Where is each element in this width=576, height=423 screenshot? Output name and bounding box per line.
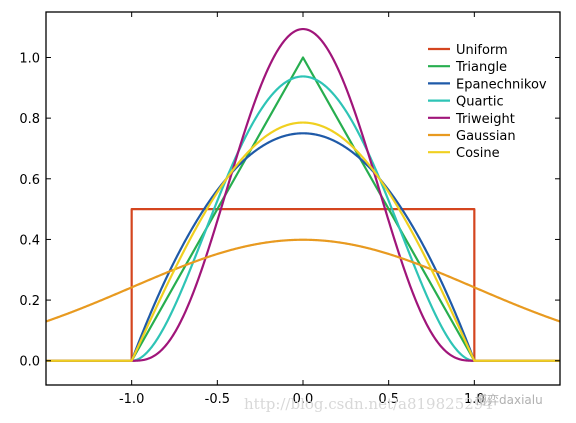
y-tick-label: 0.4 xyxy=(19,233,40,248)
legend-label-triweight: Triweight xyxy=(455,112,515,127)
legend-label-epanechnikov: Epanechnikov xyxy=(456,77,547,92)
watermark: http://blog.csdn.net/a819825294 博弈daxial… xyxy=(244,392,543,413)
ticks-layer: -1.0 -0.5 0.0 0.5 1.0 0.0 0.2 0.4 0.6 0.8 1.0 xyxy=(19,12,560,407)
y-tick-label: 1.0 xyxy=(19,51,40,66)
legend-label-gaussian: Gaussian xyxy=(456,129,516,144)
y-tick-label: 0.0 xyxy=(19,355,40,370)
x-tick-label: 0.5 xyxy=(378,392,399,407)
series-layer xyxy=(46,27,560,362)
watermark-tag: 博弈daxialu xyxy=(475,392,543,407)
watermark-url: http://blog.csdn.net/a819825294 xyxy=(244,395,493,413)
legend-label-cosine: Cosine xyxy=(456,146,500,161)
legend-label-triangle: Triangle xyxy=(455,60,507,75)
series-line-epanechnikov xyxy=(46,132,560,362)
legend-label-uniform: Uniform xyxy=(456,43,508,58)
y-tick-label: 0.8 xyxy=(19,112,40,127)
series-line-cosine xyxy=(46,121,560,362)
legend-label-quartic: Quartic xyxy=(456,95,504,110)
series-line-gaussian xyxy=(46,238,560,323)
x-tick-label: -0.5 xyxy=(205,392,230,407)
y-tick-label: 0.2 xyxy=(19,294,40,309)
y-tick-label: 0.6 xyxy=(19,173,40,188)
x-tick-label: 0.0 xyxy=(293,392,314,407)
legend: Uniform Triangle Epanechnikov Quartic Triwei… xyxy=(428,43,547,161)
x-tick-label: 1.0 xyxy=(464,392,485,407)
x-tick-label: -1.0 xyxy=(119,392,144,407)
series-line-uniform xyxy=(46,208,560,362)
